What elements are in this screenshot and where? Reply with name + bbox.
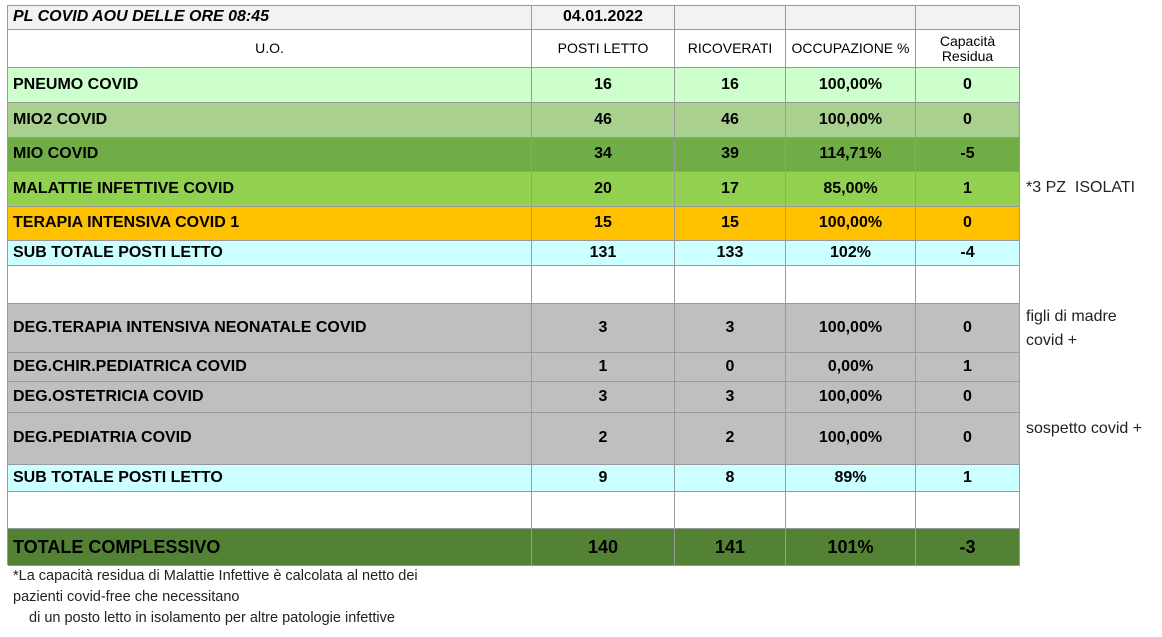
- empty-cell: [532, 492, 675, 529]
- footnote-line: pazienti covid-free che necessitano: [13, 589, 240, 605]
- row-label: DEG.PEDIATRIA COVID: [8, 413, 532, 465]
- empty-cell: [532, 266, 675, 304]
- empty-cell: [786, 266, 916, 304]
- empty-cell: [916, 6, 1020, 30]
- row-value: 0: [916, 413, 1020, 465]
- row-label: DEG.OSTETRICIA COVID: [8, 382, 532, 413]
- row-value: 34: [532, 138, 675, 172]
- row-value: 100,00%: [786, 68, 916, 103]
- row-value: 0: [916, 103, 1020, 138]
- empty-cell: [675, 492, 786, 529]
- side-note: figli di madre covid +: [1026, 308, 1122, 349]
- row-value: 2: [532, 413, 675, 465]
- row-value: 131: [532, 241, 675, 266]
- date-cell: 04.01.2022: [532, 6, 675, 30]
- row-value: 39: [675, 138, 786, 172]
- title-cell: PL COVID AOU DELLE ORE 08:45: [8, 6, 532, 30]
- empty-cell: [916, 492, 1020, 529]
- column-header: POSTI LETTO: [532, 30, 675, 68]
- row-value: 0: [675, 353, 786, 382]
- empty-cell: [8, 492, 532, 529]
- empty-cell: [675, 266, 786, 304]
- row-value: 100,00%: [786, 413, 916, 465]
- row-value: 133: [675, 241, 786, 266]
- row-value: 101%: [786, 529, 916, 566]
- row-value: 1: [532, 353, 675, 382]
- row-value: 17: [675, 172, 786, 207]
- row-value: 102%: [786, 241, 916, 266]
- side-note: sospetto covid +: [1026, 420, 1143, 437]
- row-label: MALATTIE INFETTIVE COVID: [8, 172, 532, 207]
- row-value: 0: [916, 304, 1020, 353]
- row-value: 15: [675, 207, 786, 241]
- column-header: U.O.: [8, 30, 532, 68]
- column-header: OCCUPAZIONE %: [786, 30, 916, 68]
- row-value: 0: [916, 68, 1020, 103]
- row-label: TOTALE COMPLESSIVO: [8, 529, 532, 566]
- row-value: 3: [675, 304, 786, 353]
- row-value: 1: [916, 172, 1020, 207]
- row-label: TERAPIA INTENSIVA COVID 1: [8, 207, 532, 241]
- row-value: 140: [532, 529, 675, 566]
- row-label: DEG.CHIR.PEDIATRICA COVID: [8, 353, 532, 382]
- row-value: 3: [675, 382, 786, 413]
- empty-cell: [786, 492, 916, 529]
- row-label: SUB TOTALE POSTI LETTO: [8, 465, 532, 492]
- footnote-line: di un posto letto in isolamento per altr…: [29, 610, 395, 626]
- row-value: 114,71%: [786, 138, 916, 172]
- row-value: 1: [916, 465, 1020, 492]
- row-value: 1: [916, 353, 1020, 382]
- row-value: 46: [675, 103, 786, 138]
- row-label: PNEUMO COVID: [8, 68, 532, 103]
- row-label: MIO2 COVID: [8, 103, 532, 138]
- row-value: 100,00%: [786, 382, 916, 413]
- row-value: 3: [532, 304, 675, 353]
- row-value: 100,00%: [786, 103, 916, 138]
- row-value: 2: [675, 413, 786, 465]
- row-value: 9: [532, 465, 675, 492]
- row-value: 0: [916, 207, 1020, 241]
- row-value: -3: [916, 529, 1020, 566]
- table: PL COVID AOU DELLE ORE 08:45 04.01.2022 U.…: [7, 5, 1020, 566]
- row-value: 3: [532, 382, 675, 413]
- row-label: MIO COVID: [8, 138, 532, 172]
- row-value: 100,00%: [786, 304, 916, 353]
- row-value: 100,00%: [786, 207, 916, 241]
- side-note: *3 PZ ISOLATI: [1026, 179, 1136, 196]
- empty-cell: [8, 266, 532, 304]
- row-value: 15: [532, 207, 675, 241]
- column-header: Capacità Residua: [916, 30, 1020, 68]
- row-value: 20: [532, 172, 675, 207]
- column-header: RICOVERATI: [675, 30, 786, 68]
- row-value: 85,00%: [786, 172, 916, 207]
- row-value: -5: [916, 138, 1020, 172]
- row-value: -4: [916, 241, 1020, 266]
- row-value: 8: [675, 465, 786, 492]
- row-value: 0: [916, 382, 1020, 413]
- row-value: 141: [675, 529, 786, 566]
- empty-cell: [786, 6, 916, 30]
- row-label: DEG.TERAPIA INTENSIVA NEONATALE COVID: [8, 304, 532, 353]
- row-value: 16: [532, 68, 675, 103]
- row-label: SUB TOTALE POSTI LETTO: [8, 241, 532, 266]
- footnote-line: *La capacità residua di Malattie Infetti…: [13, 568, 418, 584]
- row-value: 46: [532, 103, 675, 138]
- empty-cell: [675, 6, 786, 30]
- row-value: 16: [675, 68, 786, 103]
- row-value: 0,00%: [786, 353, 916, 382]
- row-value: 89%: [786, 465, 916, 492]
- empty-cell: [916, 266, 1020, 304]
